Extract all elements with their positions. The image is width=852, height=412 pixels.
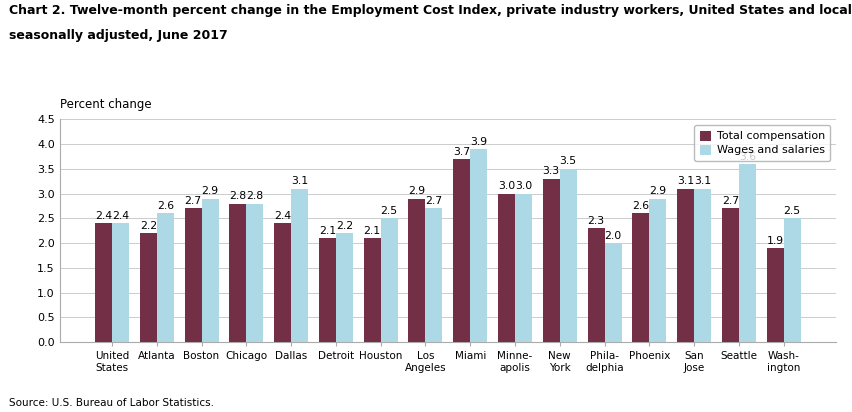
Text: 2.6: 2.6 <box>631 201 648 211</box>
Text: 2.5: 2.5 <box>783 206 800 216</box>
Bar <box>95 223 112 342</box>
Text: 3.1: 3.1 <box>291 176 308 186</box>
Bar <box>201 199 218 342</box>
Text: 2.5: 2.5 <box>380 206 397 216</box>
Text: 3.5: 3.5 <box>559 157 576 166</box>
Text: 3.1: 3.1 <box>676 176 694 186</box>
Text: 3.6: 3.6 <box>738 152 755 162</box>
Bar <box>452 159 469 342</box>
Text: 3.0: 3.0 <box>498 181 515 191</box>
Text: 2.4: 2.4 <box>273 211 291 221</box>
Bar <box>380 218 397 342</box>
Bar <box>469 149 486 342</box>
Text: 3.3: 3.3 <box>542 166 559 176</box>
Text: 2.4: 2.4 <box>95 211 112 221</box>
Text: 3.9: 3.9 <box>469 137 486 147</box>
Bar <box>319 238 336 342</box>
Text: Chart 2. Twelve-month percent change in the Employment Cost Index, private indus: Chart 2. Twelve-month percent change in … <box>9 4 852 17</box>
Bar <box>246 204 263 342</box>
Text: Percent change: Percent change <box>60 98 151 111</box>
Bar <box>273 223 291 342</box>
Bar <box>783 218 800 342</box>
Text: 2.2: 2.2 <box>140 221 157 231</box>
Text: 3.1: 3.1 <box>694 176 711 186</box>
Bar <box>738 164 755 342</box>
Bar <box>336 233 353 342</box>
Bar <box>542 179 559 342</box>
Bar <box>515 194 532 342</box>
Text: 2.1: 2.1 <box>319 226 336 236</box>
Bar <box>425 208 442 342</box>
Text: 2.8: 2.8 <box>246 191 263 201</box>
Bar <box>694 189 711 342</box>
Bar <box>559 169 576 342</box>
Text: 2.0: 2.0 <box>604 231 621 241</box>
Bar <box>229 204 246 342</box>
Text: 2.8: 2.8 <box>229 191 246 201</box>
Bar <box>676 189 694 342</box>
Bar <box>363 238 380 342</box>
Text: 3.0: 3.0 <box>515 181 532 191</box>
Bar <box>587 228 604 342</box>
Text: 2.1: 2.1 <box>363 226 380 236</box>
Text: 2.2: 2.2 <box>336 221 353 231</box>
Bar <box>157 213 174 342</box>
Text: 2.7: 2.7 <box>721 196 738 206</box>
Text: 2.9: 2.9 <box>408 186 425 196</box>
Bar <box>112 223 129 342</box>
Text: 2.7: 2.7 <box>425 196 442 206</box>
Bar <box>604 243 621 342</box>
Bar <box>408 199 425 342</box>
Bar <box>721 208 738 342</box>
Text: 2.9: 2.9 <box>201 186 218 196</box>
Bar <box>498 194 515 342</box>
Legend: Total compensation, Wages and salaries: Total compensation, Wages and salaries <box>694 125 829 161</box>
Bar <box>631 213 648 342</box>
Text: 2.7: 2.7 <box>184 196 201 206</box>
Text: seasonally adjusted, June 2017: seasonally adjusted, June 2017 <box>9 29 227 42</box>
Text: 2.6: 2.6 <box>157 201 174 211</box>
Text: 2.9: 2.9 <box>648 186 665 196</box>
Bar <box>291 189 308 342</box>
Text: 2.4: 2.4 <box>112 211 129 221</box>
Bar <box>648 199 665 342</box>
Text: 2.3: 2.3 <box>587 216 604 226</box>
Bar <box>140 233 157 342</box>
Text: 3.7: 3.7 <box>452 147 469 157</box>
Bar <box>184 208 201 342</box>
Bar <box>766 248 783 342</box>
Text: 1.9: 1.9 <box>766 236 783 246</box>
Text: Source: U.S. Bureau of Labor Statistics.: Source: U.S. Bureau of Labor Statistics. <box>9 398 213 408</box>
